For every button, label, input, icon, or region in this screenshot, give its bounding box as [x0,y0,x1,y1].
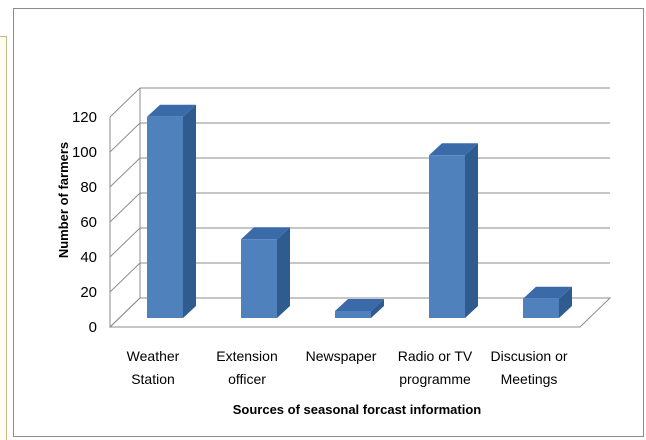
chart-frame [13,8,644,437]
side-gridline [109,262,141,293]
bar [241,227,290,318]
y-tick-label: 100 [72,144,97,161]
bar [523,286,572,318]
y-tick-label: 80 [80,179,97,196]
x-category-label: Newspaper [306,348,377,364]
side-gridline [109,192,141,223]
side-gridline [109,157,141,188]
chart-floor [108,297,612,328]
y-tick-label: 60 [80,214,97,231]
bar-front [523,298,559,318]
left-panel-edge [0,36,7,440]
x-category-label: Radio or TV programme [398,348,473,387]
bar-front [335,311,371,318]
side-gridline [109,227,141,258]
bar-front [147,116,183,318]
bar-side [559,286,572,318]
bar-front [429,155,465,318]
y-tick-label: 0 [89,319,97,336]
bar-top [147,104,196,117]
bar-top [335,299,384,311]
bar-side [465,143,478,318]
x-category-labels: Weather Station Extension officer Newspaper R… [127,348,568,387]
bar [429,143,478,318]
y-axis-title: Number of farmers [56,142,71,258]
bar [335,299,384,318]
side-gridline [109,87,141,118]
side-gridline [109,122,141,153]
y-tick-label: 20 [80,284,97,301]
x-category-label: Extension officer [216,348,277,387]
bar-top [429,143,478,156]
y-tick-label: 40 [80,249,97,266]
bar-top [241,227,290,240]
x-axis-title: Sources of seasonal forcast information [233,402,482,417]
bar-side [183,104,196,318]
bar-top [523,286,572,299]
y-tick-label: 120 [72,109,97,126]
x-category-label: Weather Station [127,348,180,387]
bar [147,104,196,318]
bar-front [241,239,277,318]
bars-layer [147,104,572,318]
y-tick-labels: 0 20 40 60 80 100 120 [72,109,97,336]
bar-side [371,299,384,318]
grid-layer [108,87,612,328]
bar-side [277,227,290,318]
x-category-label: Discusion or Meetings [490,348,567,387]
